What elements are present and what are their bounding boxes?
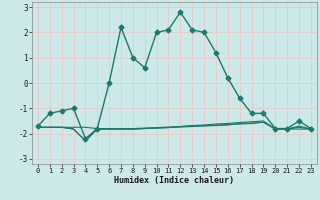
X-axis label: Humidex (Indice chaleur): Humidex (Indice chaleur) [115, 176, 234, 185]
